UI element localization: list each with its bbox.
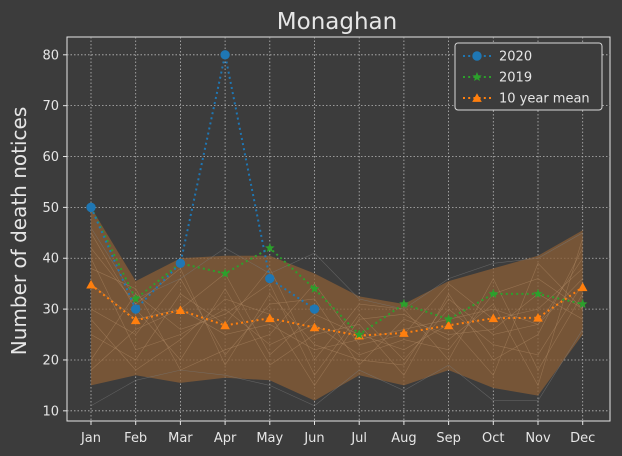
data-point	[130, 315, 141, 325]
x-tick-label: Apr	[214, 431, 237, 446]
series-2020	[86, 50, 320, 314]
data-point	[399, 328, 409, 337]
data-point	[86, 279, 96, 289]
y-axis-ticks: 10 20 30 40 50 60 70 80	[42, 48, 67, 419]
data-point	[220, 320, 230, 330]
x-tick-label: Jul	[350, 431, 367, 446]
x-tick-label: Mar	[168, 431, 193, 446]
x-tick-label: Nov	[525, 431, 551, 446]
background-year-line	[90, 227, 583, 310]
data-point	[220, 268, 230, 278]
data-point	[533, 288, 543, 298]
x-tick-label: Jun	[303, 431, 324, 446]
legend-marker	[472, 72, 482, 82]
y-tick-label: 60	[42, 150, 59, 165]
series-lines	[86, 50, 588, 340]
data-point	[443, 314, 454, 324]
legend-label: 10 year mean	[499, 92, 590, 107]
legend-item: 10 year mean	[463, 92, 590, 107]
data-point	[488, 288, 499, 298]
y-tick-label: 30	[42, 303, 59, 318]
range-band	[91, 207, 583, 401]
data-point	[131, 304, 141, 314]
range-band-area	[91, 207, 583, 401]
legend-marker	[472, 51, 482, 61]
y-tick-label: 20	[42, 353, 59, 368]
x-tick-label: Jan	[80, 431, 101, 446]
x-tick-label: Dec	[570, 431, 595, 446]
data-point	[533, 312, 543, 322]
data-point	[175, 258, 186, 269]
series-line	[90, 54, 316, 311]
x-tick-label: Sep	[436, 431, 461, 446]
data-point	[220, 50, 230, 60]
x-tick-label: Aug	[391, 431, 416, 446]
y-axis-label: Number of death notices	[7, 107, 31, 356]
y-tick-label: 70	[42, 99, 59, 114]
data-point	[488, 313, 499, 323]
legend-box	[454, 42, 603, 111]
y-tick-label: 50	[42, 201, 59, 216]
y-tick-label: 80	[42, 48, 59, 63]
legend: 2020 2019 10 year mean	[454, 42, 603, 111]
data-point	[309, 304, 320, 314]
legend-marker	[472, 93, 482, 102]
x-axis-ticks: Jan Feb Mar Apr May Jun Jul Aug Sep Oct Nov Dec	[80, 421, 595, 446]
legend-item: 2019	[463, 71, 532, 86]
background-year-line	[90, 329, 583, 407]
y-tick-label: 10	[42, 404, 59, 419]
data-point	[309, 322, 320, 332]
data-point	[443, 320, 454, 330]
data-point	[130, 293, 141, 303]
x-tick-label: Oct	[482, 431, 504, 446]
series-line	[90, 283, 584, 337]
background-year-line	[90, 258, 583, 356]
data-point	[577, 299, 588, 309]
background-year-line	[90, 232, 583, 376]
legend-item: 2020	[463, 50, 532, 65]
legend-label: 2019	[499, 71, 532, 86]
legend-label: 2020	[499, 50, 532, 65]
series-line	[90, 206, 583, 336]
data-point	[86, 202, 96, 213]
data-point	[309, 283, 320, 293]
data-point	[175, 305, 186, 314]
data-point	[399, 299, 409, 309]
data-point	[577, 282, 588, 292]
data-point	[265, 313, 275, 323]
background-year-line	[90, 283, 583, 376]
x-tick-label: May	[256, 431, 283, 446]
data-point	[265, 243, 275, 253]
chart-title: Monaghan	[277, 9, 397, 35]
x-tick-label: Feb	[124, 431, 147, 446]
background-year-line	[90, 247, 583, 366]
data-point	[354, 329, 364, 339]
y-tick-label: 40	[42, 252, 59, 267]
data-point	[265, 273, 275, 284]
